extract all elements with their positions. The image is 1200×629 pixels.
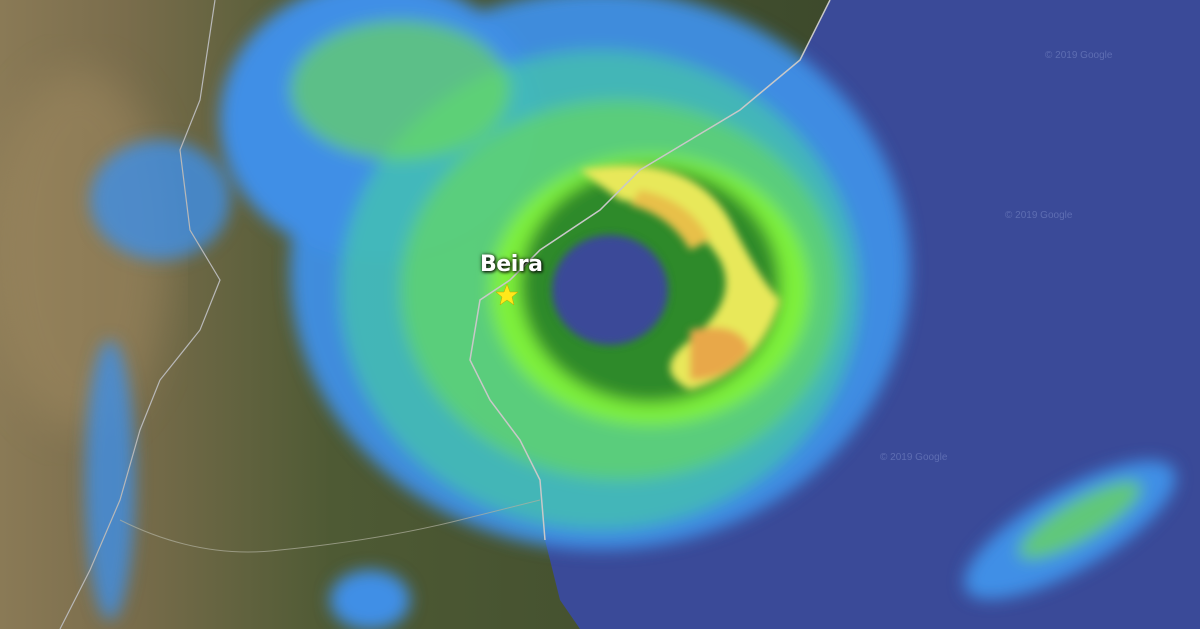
border-line [59, 0, 221, 629]
coastline [469, 0, 831, 541]
star-icon[interactable] [495, 283, 519, 306]
city-label: Beira [480, 252, 543, 277]
watermark: © 2019 Google [1005, 210, 1073, 221]
watermark: © 2019 Google [880, 452, 948, 463]
watermark: © 2019 Google [1045, 50, 1113, 61]
cyclone-eye [552, 235, 668, 345]
